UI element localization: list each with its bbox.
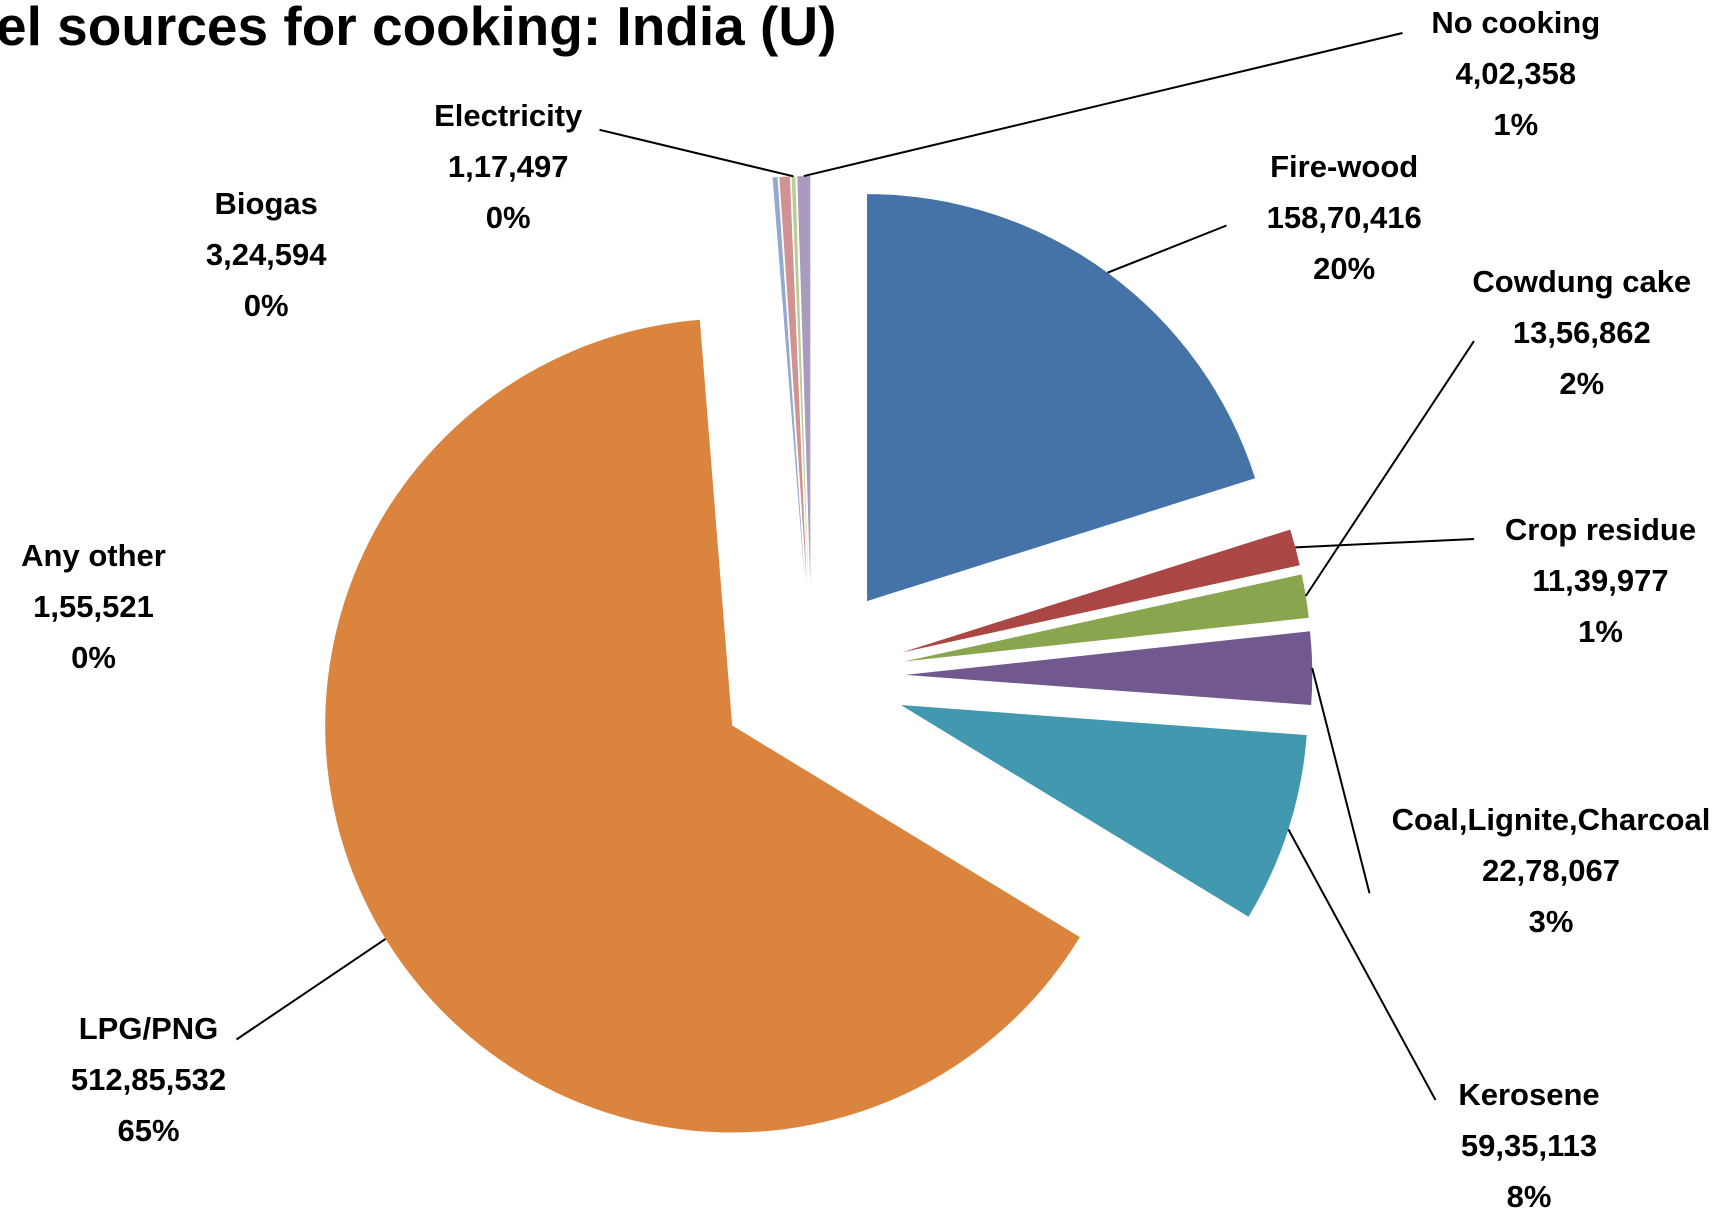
chart-title: el sources for cooking: India (U) (0, 0, 837, 57)
value-label: 3,24,594 (205, 237, 327, 273)
pie-slice (867, 194, 1256, 602)
value-label: 1,17,497 (447, 149, 569, 185)
value-label: 158,70,416 (1266, 199, 1422, 235)
value-label: 22,78,067 (1482, 853, 1620, 889)
percent-label: 8% (1506, 1179, 1552, 1211)
category-label: Kerosene (1458, 1077, 1600, 1113)
percent-label: 1% (1578, 613, 1623, 649)
leader-line (1107, 224, 1227, 274)
pie-slice (900, 705, 1307, 917)
pie-slice (904, 574, 1309, 662)
value-label: 4,02,358 (1455, 55, 1577, 91)
percent-label: 20% (1313, 250, 1376, 286)
category-label: Cowdung cake (1472, 264, 1692, 300)
leader-line (1311, 667, 1371, 894)
data-label: LPG/PNG 512,85,532 65% (71, 1003, 226, 1156)
leader-line (1295, 538, 1475, 549)
data-label: No cooking 4,02,358 1% (1431, 0, 1600, 150)
leader-line (1304, 340, 1475, 597)
leader-line (1287, 828, 1437, 1101)
value-label: 13,56,862 (1512, 315, 1651, 351)
data-label: Crop residue 11,39,977 1% (1505, 504, 1696, 657)
data-label: Coal,Lignite,Charcoal 22,78,067 3% (1376, 794, 1724, 947)
pie-slice (325, 319, 1080, 1133)
pie-slice (902, 529, 1300, 653)
percent-label: 1% (1493, 106, 1539, 142)
pie-slice (797, 176, 811, 584)
leader-line (599, 128, 794, 178)
category-label: Electricity (434, 98, 583, 134)
category-label: Biogas (214, 186, 318, 222)
category-label: No cooking (1431, 4, 1601, 40)
percent-label: 0% (243, 288, 289, 324)
percent-label: 2% (1559, 366, 1605, 402)
category-label: Coal,Lignite,Charcoal (1391, 802, 1711, 838)
value-label: 59,35,113 (1460, 1128, 1598, 1164)
data-label: Fire-wood 158,70,416 20% (1267, 141, 1422, 294)
value-label: 11,39,977 (1532, 562, 1669, 598)
category-label: LPG/PNG (78, 1011, 219, 1047)
pie-slice (905, 631, 1313, 706)
leader-line (803, 32, 1403, 178)
category-label: Fire-wood (1270, 148, 1419, 184)
data-label: Electricity 1,17,497 0% (434, 90, 582, 243)
value-label: 1,55,521 (33, 589, 154, 625)
category-label: Any other (21, 538, 166, 574)
data-label: Kerosene 59,35,113 8% (1458, 1069, 1599, 1211)
pie-slice (779, 176, 807, 584)
percent-label: 65% (117, 1113, 180, 1149)
percent-label: 3% (1528, 904, 1574, 940)
data-label: Biogas 3,24,594 0% (206, 178, 327, 331)
percent-label: 0% (71, 640, 116, 676)
leader-line (235, 938, 387, 1041)
data-label: Any other 1,55,521 0% (21, 530, 166, 683)
category-label: Crop residue (1504, 511, 1697, 547)
pie-slice (772, 177, 805, 584)
pie-slice (791, 176, 809, 584)
value-label: 512,85,532 (70, 1062, 227, 1098)
percent-label: 0% (485, 200, 531, 236)
data-label: Cowdung cake 13,56,862 2% (1472, 256, 1691, 409)
